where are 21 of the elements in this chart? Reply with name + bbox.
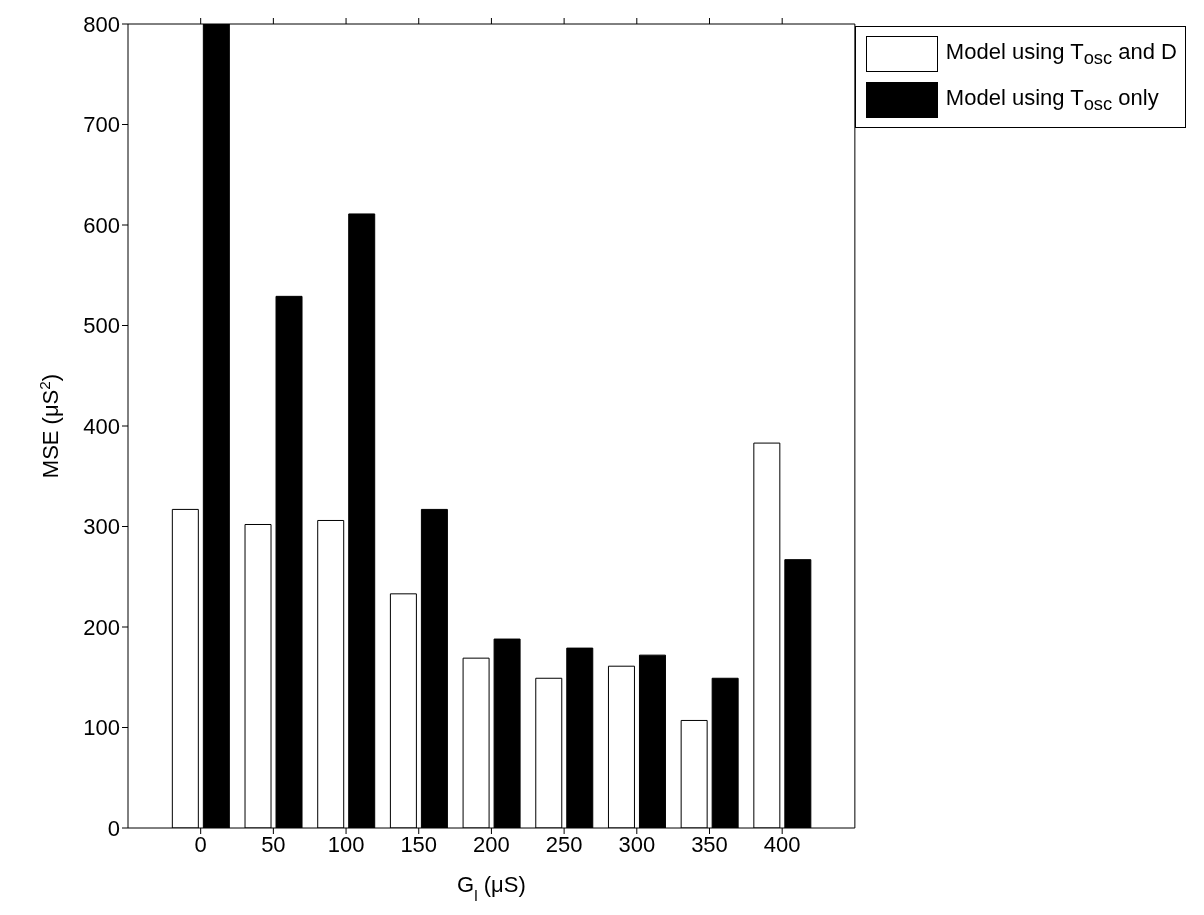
x-tick-label: 0	[194, 831, 207, 857]
x-tick-label: 50	[261, 831, 286, 857]
y-tick-label: 300	[83, 514, 120, 540]
x-tick-label: 350	[691, 831, 728, 857]
y-tick-label: 0	[107, 815, 120, 841]
y-tick-label: 500	[83, 313, 120, 339]
y-tick-label: 200	[83, 614, 120, 640]
y-tick-label: 100	[83, 715, 120, 741]
x-tick-label: 200	[473, 831, 510, 857]
x-tick-label: 250	[545, 831, 583, 857]
y-tick-label: 700	[83, 112, 120, 138]
y-tick-label: 800	[83, 11, 120, 37]
legend-label: Model using T$_{osc}$ and D	[945, 38, 1177, 70]
y-tick-label: 400	[83, 413, 120, 439]
x-axis-title: G$_{l}$ (μS)	[457, 872, 526, 904]
x-tick-label: 400	[763, 831, 801, 857]
x-tick-label: 300	[618, 831, 656, 857]
y-tick-label: 600	[83, 212, 120, 238]
x-tick-label: 150	[400, 831, 438, 857]
x-tick-label: 100	[327, 831, 365, 857]
legend-label: Model using T$_{osc}$ only	[945, 84, 1159, 116]
